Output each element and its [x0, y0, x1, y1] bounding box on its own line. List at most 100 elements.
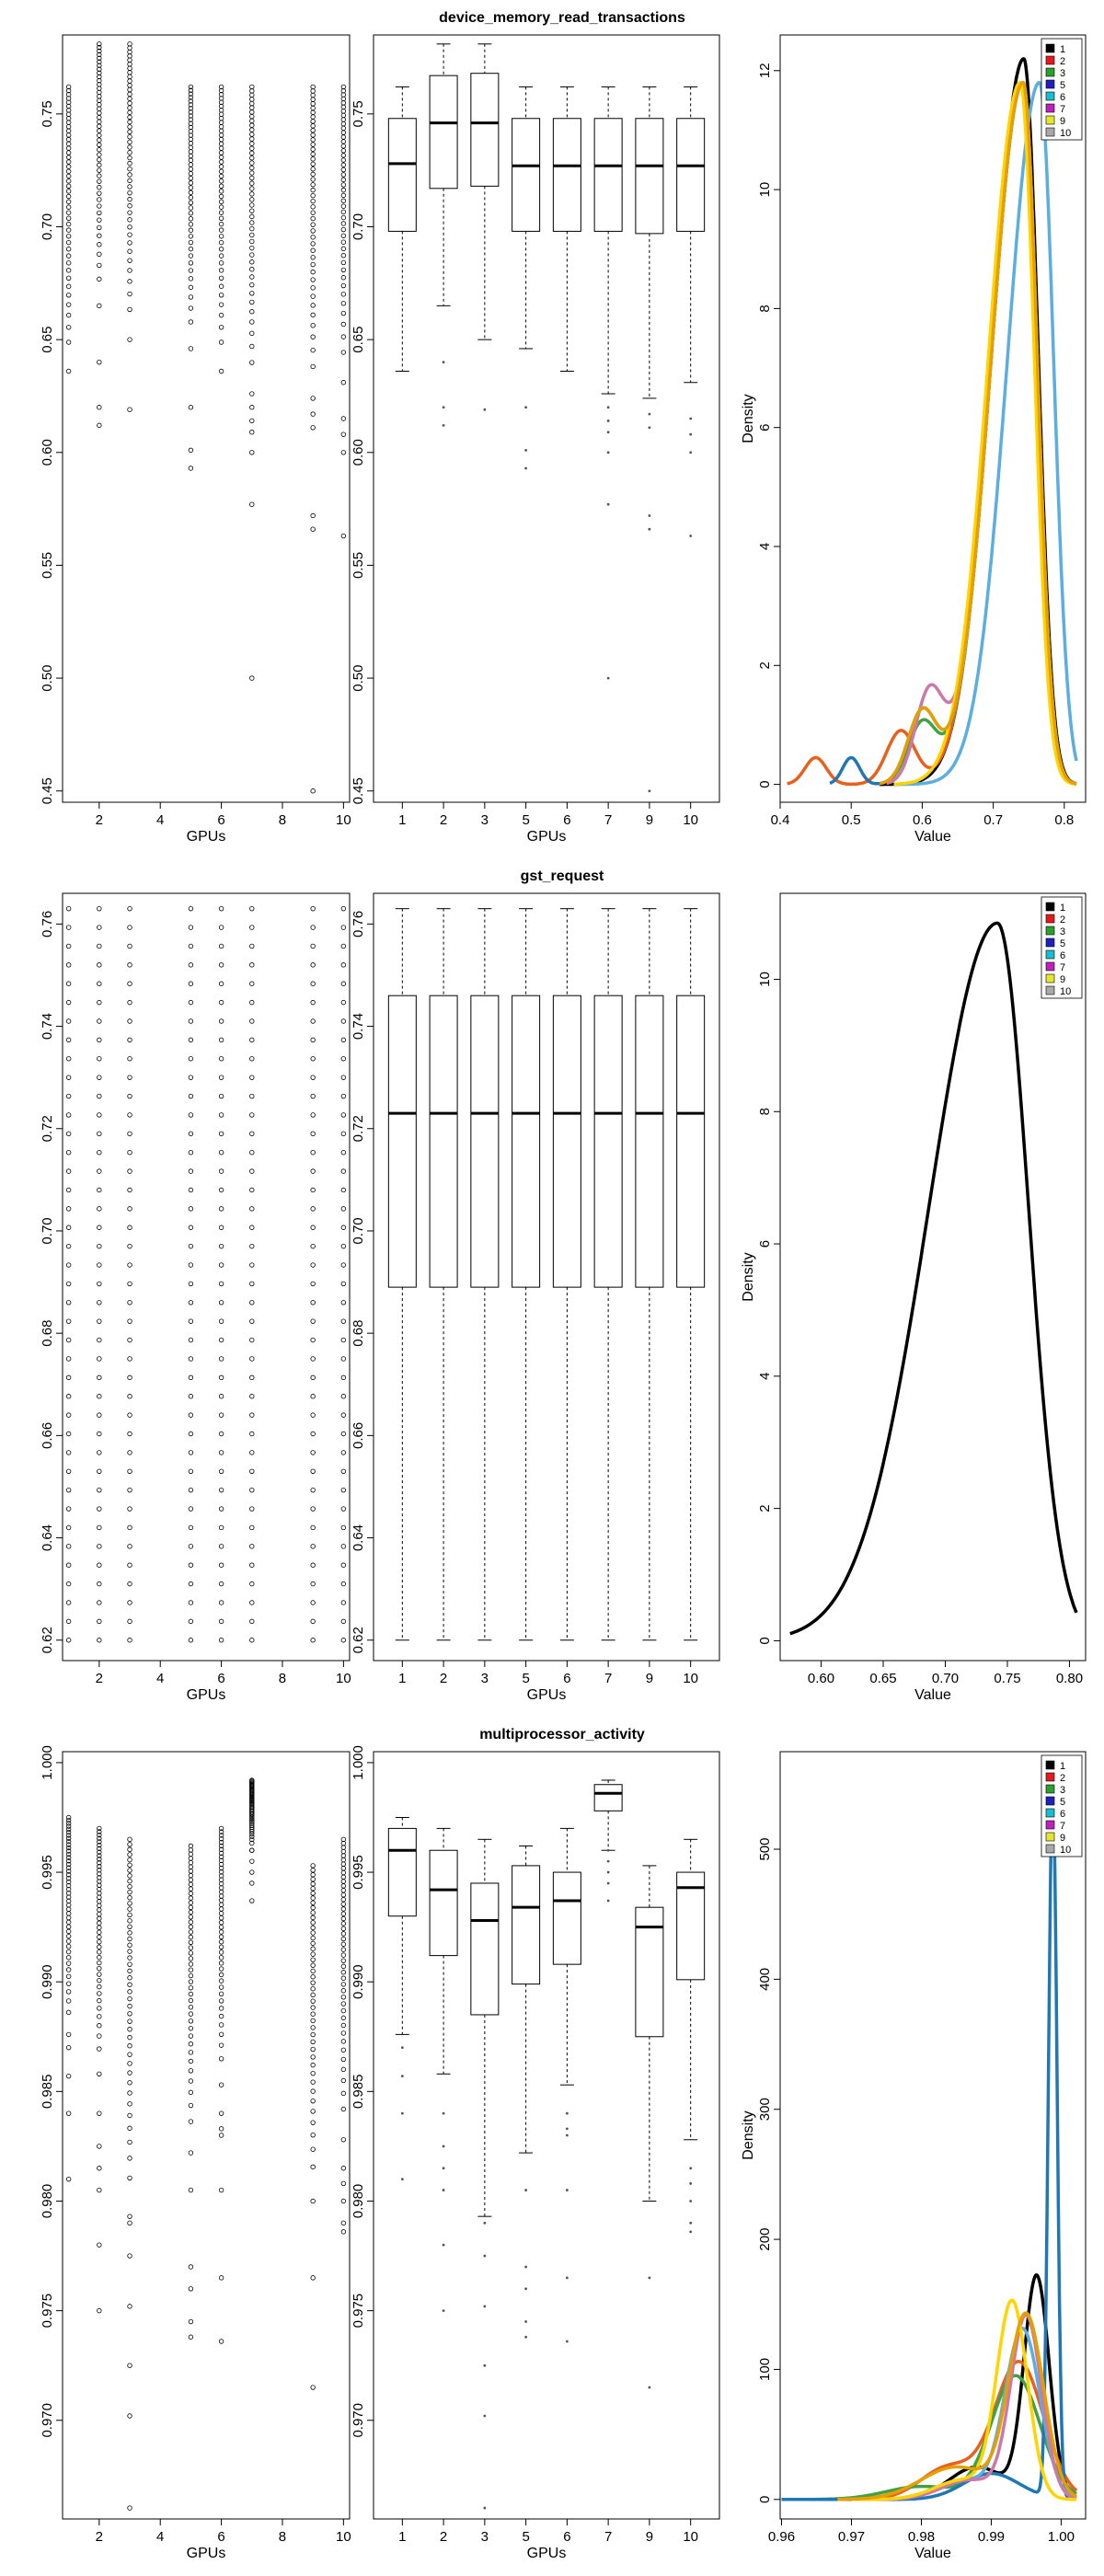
scatter-point — [310, 1915, 316, 1921]
legend-swatch — [1045, 1784, 1055, 1794]
scatter-point — [310, 247, 316, 253]
scatter-point — [249, 1075, 255, 1080]
scatter-point — [218, 247, 224, 252]
scatter-point — [127, 1356, 132, 1362]
scatter-point — [97, 1960, 102, 1966]
scatter-point — [127, 184, 132, 190]
scatter-point — [340, 925, 347, 930]
scatter-point — [97, 55, 102, 61]
scatter-point — [340, 1840, 347, 1846]
scatter-point — [65, 2110, 72, 2116]
y-axis-title: Density — [741, 394, 756, 443]
scatter-point — [218, 1487, 224, 1493]
scatter-point — [249, 150, 255, 156]
scatter-point — [97, 1150, 102, 1156]
scatter-point — [218, 1925, 224, 1930]
y-tick-label: 0.62 — [40, 1627, 55, 1653]
scatter-point — [65, 1973, 72, 1979]
box-outlier — [689, 432, 693, 436]
scatter-point — [65, 1903, 72, 1908]
scatter-point — [310, 1093, 316, 1099]
scatter-point — [310, 905, 316, 912]
box-body — [593, 118, 623, 232]
y-tick-label: 0 — [757, 1637, 773, 1644]
scatter-point — [310, 222, 316, 227]
scatter-point — [218, 1915, 224, 1921]
scatter-point — [310, 1904, 316, 1911]
scatter-point — [340, 1394, 347, 1399]
scatter-point — [340, 1897, 347, 1903]
scatter-point — [188, 2150, 194, 2156]
box-3 — [470, 1838, 500, 2510]
scatter-series-6 — [218, 84, 224, 374]
scatter-panel: 0.62 0.64 0.66 0.68 0.70 0.72 0.74 0.76 2 4 6 8 10 GP… — [40, 892, 351, 1703]
legend-label: 9 — [1060, 116, 1065, 127]
scatter-point — [310, 2132, 316, 2138]
scatter-point — [65, 1829, 72, 1835]
scatter-point — [65, 1374, 72, 1381]
scatter-point — [97, 303, 102, 309]
scatter-point — [310, 1075, 316, 1080]
scatter-point — [127, 86, 132, 93]
scatter-point — [340, 144, 347, 149]
scatter-point — [97, 1939, 102, 1945]
scatter-point — [340, 1318, 347, 1324]
x-tick-label: 9 — [646, 812, 653, 828]
scatter-point — [310, 241, 316, 247]
y-tick-label: 0.990 — [351, 1964, 366, 1999]
scatter-point — [127, 1037, 132, 1043]
scatter-point — [340, 246, 347, 252]
scatter-point — [127, 2214, 132, 2219]
scatter-point — [188, 246, 194, 252]
scatter-point — [127, 1949, 132, 1954]
scatter-point — [127, 1431, 132, 1437]
scatter-point — [310, 2109, 316, 2114]
scatter-point — [310, 2275, 316, 2281]
scatter-point — [340, 1206, 347, 1212]
box-outlier — [565, 2133, 569, 2137]
scatter-point — [97, 1187, 102, 1193]
box-body — [429, 1849, 458, 1957]
scatter-point — [218, 905, 224, 912]
scatter-point — [249, 1869, 255, 1875]
scatter-point — [218, 1991, 224, 1996]
scatter-point — [218, 1843, 224, 1849]
scatter-point — [310, 261, 316, 268]
box-outlier — [442, 361, 445, 364]
scatter-point — [340, 301, 347, 306]
scatter-point — [310, 1225, 316, 1230]
x-tick-label: 9 — [646, 2529, 653, 2545]
scatter-point — [65, 1858, 72, 1864]
scatter-point — [65, 193, 72, 200]
scatter-point — [97, 1450, 102, 1455]
x-tick-label: 6 — [217, 812, 224, 828]
scatter-point — [310, 161, 316, 167]
scatter-point — [65, 1814, 72, 1821]
scatter-point — [218, 1944, 224, 1949]
box-1 — [387, 908, 417, 1641]
scatter-point — [310, 1487, 316, 1493]
scatter-point — [310, 1131, 316, 1137]
scatter-point — [127, 155, 132, 161]
scatter-point — [97, 147, 102, 153]
scatter-point — [218, 92, 224, 98]
scatter-point — [65, 92, 72, 98]
scatter-point — [127, 2080, 132, 2086]
scatter-point — [65, 1981, 72, 1986]
scatter-point — [188, 1431, 194, 1437]
legend-swatch — [1045, 926, 1055, 936]
scatter-point — [188, 1929, 194, 1935]
box-body — [593, 995, 623, 1288]
scatter-point — [65, 1300, 72, 1305]
scatter-point — [188, 1950, 194, 1956]
scatter-point — [310, 187, 316, 193]
scatter-point — [97, 962, 102, 968]
scatter-point — [97, 2023, 102, 2029]
scatter-point — [218, 1562, 224, 1568]
box-body — [593, 1784, 623, 1811]
scatter-point — [310, 943, 316, 949]
scatter-point — [127, 1112, 132, 1118]
y-tick-label: 100 — [757, 2358, 773, 2381]
scatter-point — [188, 305, 194, 311]
plot-frame — [62, 34, 351, 803]
